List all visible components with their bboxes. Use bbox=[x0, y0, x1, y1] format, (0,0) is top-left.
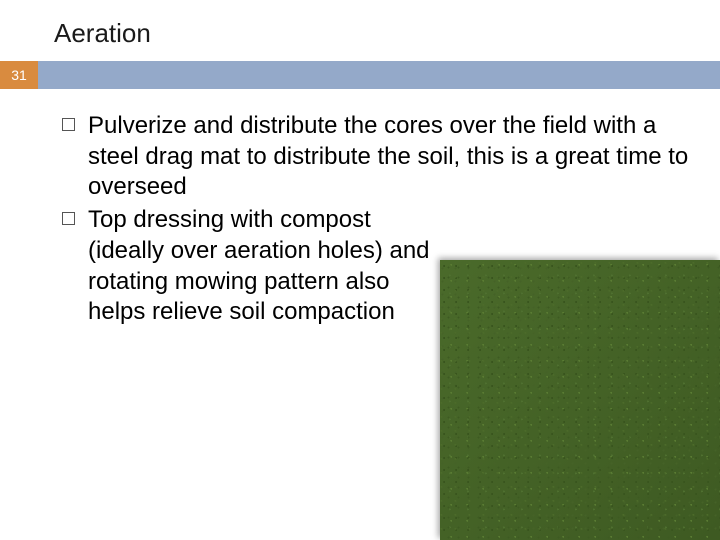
bullet-text: Pulverize and distribute the cores over … bbox=[88, 112, 688, 200]
bullet-text: Top dressing with compost bbox=[88, 206, 371, 233]
slide-number: 31 bbox=[11, 67, 27, 83]
grass-image bbox=[440, 260, 720, 540]
slide-title: Aeration bbox=[54, 18, 720, 49]
list-item: Pulverize and distribute the cores over … bbox=[62, 111, 690, 203]
bullet-tail: (ideally over aeration holes) and rotati… bbox=[88, 236, 448, 328]
title-area: Aeration bbox=[0, 0, 720, 61]
header-band: 31 bbox=[0, 61, 720, 89]
slide-number-box: 31 bbox=[0, 61, 38, 89]
